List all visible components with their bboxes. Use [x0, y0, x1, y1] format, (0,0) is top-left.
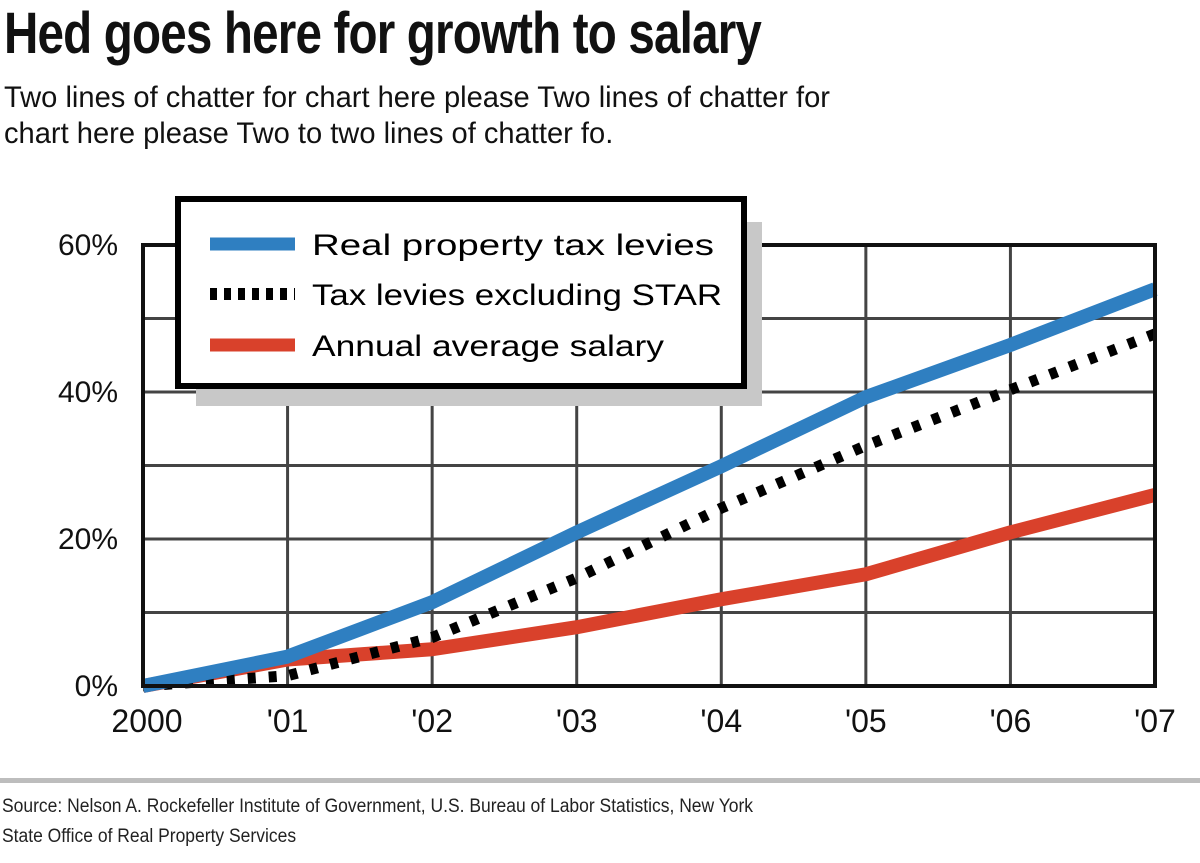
- y-axis-labels: 0% 20% 40% 60%: [58, 229, 118, 703]
- x-tick-label: '04: [700, 703, 742, 739]
- series-lines: [141, 282, 1158, 693]
- source-note: Source: Nelson A. Rockefeller Institute …: [2, 792, 753, 852]
- series-line-real-property-tax-levies: [141, 282, 1158, 693]
- y-tick-label: 20%: [58, 523, 118, 556]
- series-line-annual-average-salary: [141, 488, 1157, 693]
- x-tick-label: '06: [990, 703, 1032, 739]
- y-tick-label: 40%: [58, 376, 118, 409]
- chart-title: Hed goes here for growth to salary: [4, 1, 762, 66]
- x-tick-label: '03: [556, 703, 598, 739]
- x-axis-labels: 2000 '01 '02 '03 '04 '05 '06 '07: [111, 703, 1175, 739]
- legend-label: Annual average salary: [312, 330, 664, 363]
- series-line-tax-levies-excluding-star: [142, 328, 1157, 692]
- x-tick-label: 2000: [111, 703, 182, 739]
- chart-subtitle: Two lines of chatter for chart here plea…: [4, 80, 1168, 152]
- x-tick-label: '07: [1134, 703, 1176, 739]
- subtitle-line: Two lines of chatter for chart here plea…: [4, 81, 831, 114]
- x-tick-label: '05: [845, 703, 887, 739]
- legend-label: Tax levies excluding STAR: [312, 279, 722, 312]
- x-tick-label: '02: [411, 703, 453, 739]
- legend-label: Real property tax levies: [312, 229, 714, 262]
- x-tick-label: '01: [267, 703, 309, 739]
- divider: [0, 778, 1200, 783]
- subtitle-line: chart here please Two to two lines of ch…: [4, 117, 614, 150]
- y-tick-label: 0%: [75, 670, 118, 703]
- source-line: State Office of Real Property Services: [2, 826, 297, 847]
- y-tick-label: 60%: [58, 229, 118, 262]
- legend: Real property tax levies Tax levies excl…: [175, 196, 762, 406]
- source-line: Source: Nelson A. Rockefeller Institute …: [2, 796, 754, 817]
